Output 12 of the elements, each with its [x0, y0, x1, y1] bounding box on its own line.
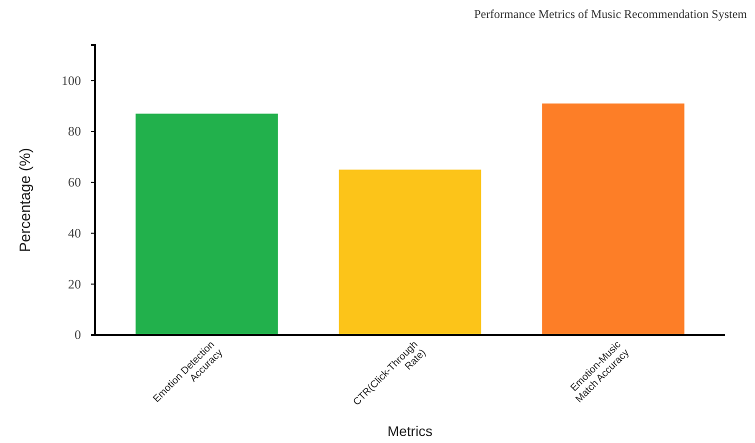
x-axis-title: Metrics — [387, 423, 433, 439]
bar — [136, 114, 278, 335]
y-axis-title: Percentage (%) — [17, 148, 34, 252]
bar — [338, 170, 482, 335]
y-tick-label: 20 — [68, 276, 81, 292]
bar — [542, 104, 684, 335]
y-tick-label: 80 — [68, 124, 81, 139]
chart-title: Performance Metrics of Music Recommendation System — [474, 7, 748, 21]
y-tick-label: 100 — [62, 72, 81, 88]
y-tick-label: 60 — [68, 174, 81, 190]
y-tick-label: 0 — [74, 327, 81, 342]
y-tick-label: 40 — [68, 225, 81, 240]
